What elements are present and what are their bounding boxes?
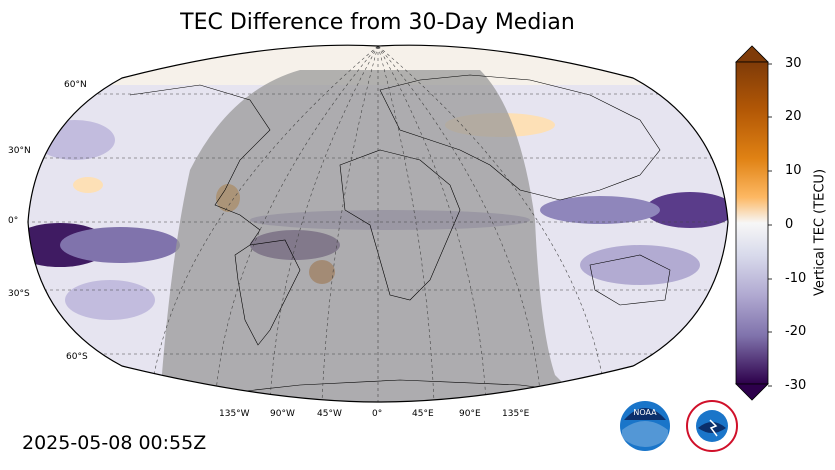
colorbar-tick-30: 30	[785, 56, 802, 71]
lat-label-0: 0°	[8, 216, 19, 226]
nws-logo	[686, 400, 738, 452]
colorbar	[735, 45, 772, 401]
colorbar-tick-neg10: -10	[785, 271, 807, 286]
lon-label-90w: 90°W	[270, 409, 295, 419]
colorbar-tick-neg20: -20	[785, 324, 807, 339]
lon-label-0: 0°	[372, 409, 383, 419]
agency-logos: NOAA	[620, 400, 738, 452]
colorbar-tick-10: 10	[785, 163, 802, 178]
lat-label-60n: 60°N	[64, 80, 87, 90]
chart-title: TEC Difference from 30-Day Median	[180, 10, 575, 35]
colorbar-label: Vertical TEC (TECU)	[812, 168, 828, 297]
colorbar-tick-0: 0	[785, 217, 794, 232]
timestamp: 2025-05-08 00:55Z	[22, 432, 207, 454]
colorbar-tick-20: 20	[785, 109, 802, 124]
lat-label-60s: 60°S	[66, 352, 88, 362]
lat-label-30n: 30°N	[8, 146, 31, 156]
globe-outline	[27, 44, 729, 403]
noaa-logo: NOAA	[620, 401, 670, 451]
noaa-logo-text: NOAA	[633, 408, 657, 417]
lat-label-30s: 30°S	[8, 289, 30, 299]
lon-label-45w: 45°W	[317, 409, 342, 419]
lon-label-45e: 45°E	[412, 409, 434, 419]
colorbar-tick-neg30: -30	[785, 378, 807, 393]
lon-label-135w: 135°W	[219, 409, 250, 419]
tec-field	[28, 45, 728, 402]
lon-label-90e: 90°E	[459, 409, 481, 419]
lon-label-135e: 135°E	[502, 409, 530, 419]
